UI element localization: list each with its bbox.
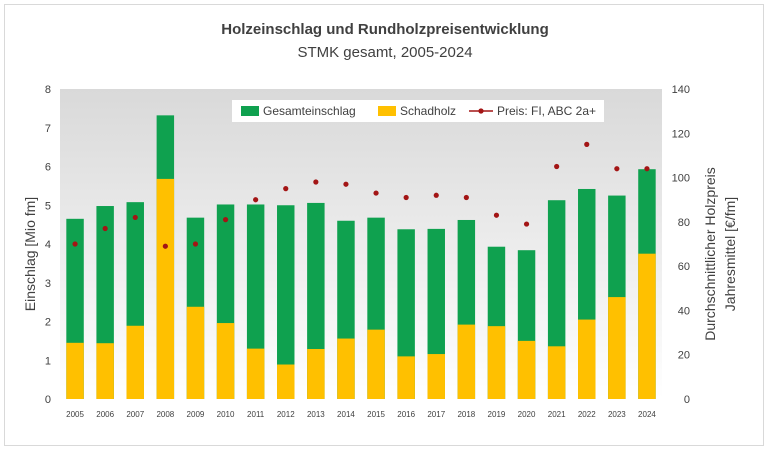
price-point-2005: [72, 241, 78, 247]
bar-schadholz-2005: [66, 342, 84, 399]
y-tick-label-5: 5: [45, 200, 51, 212]
bar-schadholz-2009: [186, 306, 205, 399]
chart-svg: Holzeinschlag und Rundholzpreisentwicklu…: [22, 21, 738, 419]
x-tick-label-2009: 2009: [187, 410, 205, 419]
x-tick-label-2016: 2016: [397, 410, 415, 419]
x-tick-label-2011: 2011: [247, 410, 265, 419]
price-point-2015: [373, 190, 379, 196]
x-tick-label-2020: 2020: [518, 410, 536, 419]
bar-schadholz-2023: [608, 297, 626, 399]
price-point-2021: [554, 163, 560, 170]
x-tick-label-2018: 2018: [457, 410, 475, 419]
chart-subtitle: STMK gesamt, 2005-2024: [297, 44, 472, 61]
price-point-2010: [222, 217, 229, 223]
legend-label-schadholz: Schadholz: [400, 104, 456, 118]
legend-swatch-schadholz: [378, 106, 396, 116]
bar-schadholz-2018: [457, 324, 476, 399]
y2-tick-label-0: 0: [684, 394, 690, 406]
bar-schadholz-2019: [487, 326, 506, 399]
price-points-layer: [72, 141, 650, 249]
price-point-2016: [403, 194, 409, 201]
price-point-2024: [644, 166, 650, 172]
y-tick-label-4: 4: [45, 239, 51, 251]
y2-tick-label-120: 120: [672, 128, 690, 140]
price-point-2019: [493, 212, 500, 218]
y-tick-label-1: 1: [45, 355, 51, 367]
y2-tick-label-40: 40: [678, 305, 690, 317]
x-tick-label-2006: 2006: [96, 410, 114, 419]
x-tick-label-2012: 2012: [277, 410, 295, 419]
y-tick-label-7: 7: [45, 123, 51, 135]
y-tick-label-8: 8: [45, 84, 51, 96]
y2-axis-label-line1: Durchschnittlicher Holzpreis: [702, 167, 718, 341]
price-point-2006: [102, 225, 108, 232]
x-tick-label-2021: 2021: [548, 410, 566, 419]
y2-tick-label-140: 140: [672, 84, 690, 96]
price-point-2022: [584, 141, 590, 147]
y-axis-ticks: 0 1 2 3 4 5 6 7 8: [45, 84, 51, 406]
price-point-2014: [343, 181, 349, 187]
price-point-2017: [433, 192, 439, 198]
price-point-2011: [253, 197, 259, 203]
y-tick-label-3: 3: [45, 278, 51, 290]
y-tick-label-0: 0: [45, 394, 51, 406]
y-tick-label-2: 2: [45, 317, 51, 329]
bar-schadholz-2011: [246, 348, 265, 399]
legend-background: [232, 100, 604, 122]
x-tick-label-2007: 2007: [126, 410, 144, 419]
x-tick-label-2008: 2008: [156, 410, 174, 419]
bar-schadholz-2022: [578, 319, 596, 399]
x-tick-label-2013: 2013: [307, 410, 325, 419]
price-point-2007: [132, 214, 138, 221]
legend-swatch-dot-preis: [478, 108, 484, 114]
bar-schadholz-2006: [96, 343, 114, 399]
legend-label-preis: Preis: FI, ABC 2a+: [497, 104, 596, 118]
bar-schadholz-2016: [397, 356, 415, 399]
x-tick-label-2024: 2024: [638, 410, 656, 419]
legend-swatch-gesamteinschlag: [241, 106, 259, 116]
y2-tick-label-80: 80: [678, 217, 690, 229]
chart-title: Holzeinschlag und Rundholzpreisentwicklu…: [221, 21, 549, 38]
bar-schadholz-2014: [337, 338, 355, 399]
price-point-2013: [313, 179, 319, 185]
x-tick-label-2010: 2010: [217, 410, 235, 419]
x-tick-label-2022: 2022: [578, 410, 596, 419]
bar-schadholz-2017: [427, 354, 445, 399]
price-point-2020: [523, 221, 530, 227]
x-tick-label-2017: 2017: [427, 410, 445, 419]
bar-schadholz-2012: [277, 364, 295, 399]
y-tick-label-6: 6: [45, 162, 51, 174]
bar-schadholz-2010: [216, 323, 235, 399]
price-point-2012: [283, 186, 289, 192]
bar-schadholz-2015: [367, 329, 385, 399]
y-axis-label: Einschlag [Mio fm]: [22, 197, 38, 311]
bar-schadholz-2013: [307, 349, 325, 399]
bar-schadholz-2008: [156, 178, 175, 399]
bars-layer: [66, 115, 656, 399]
y2-axis-ticks: 0 20 40 60 80 100 120 140: [672, 84, 690, 406]
y2-axis-label-line2: Jahresmittel [€/fm]: [722, 197, 738, 311]
bar-schadholz-2007: [126, 325, 144, 399]
y2-tick-label-100: 100: [672, 173, 690, 185]
y2-tick-label-20: 20: [678, 350, 690, 362]
bar-schadholz-2020: [517, 340, 536, 399]
x-tick-label-2023: 2023: [608, 410, 626, 419]
y2-tick-label-60: 60: [678, 261, 690, 273]
bar-schadholz-2024: [638, 253, 656, 399]
x-axis-ticks: 2005 2006 2007 2008 2009 2010 2011 2012 2013 2014…: [66, 410, 656, 419]
price-point-2018: [463, 194, 469, 201]
legend-label-gesamteinschlag: Gesamteinschlag: [263, 104, 356, 118]
x-tick-label-2005: 2005: [66, 410, 84, 419]
x-tick-label-2015: 2015: [367, 410, 385, 419]
x-tick-label-2019: 2019: [488, 410, 506, 419]
price-point-2009: [192, 241, 199, 247]
chart-frame: Holzeinschlag und Rundholzpreisentwicklu…: [4, 4, 764, 446]
plot-area: [60, 89, 662, 399]
price-point-2023: [614, 166, 620, 172]
legend: Gesamteinschlag Schadholz Preis: FI, ABC…: [232, 100, 604, 122]
price-point-2008: [162, 243, 168, 249]
x-tick-label-2014: 2014: [337, 410, 355, 419]
bar-schadholz-2021: [547, 346, 566, 399]
bar-gesamteinschlag-2012: [277, 205, 295, 399]
